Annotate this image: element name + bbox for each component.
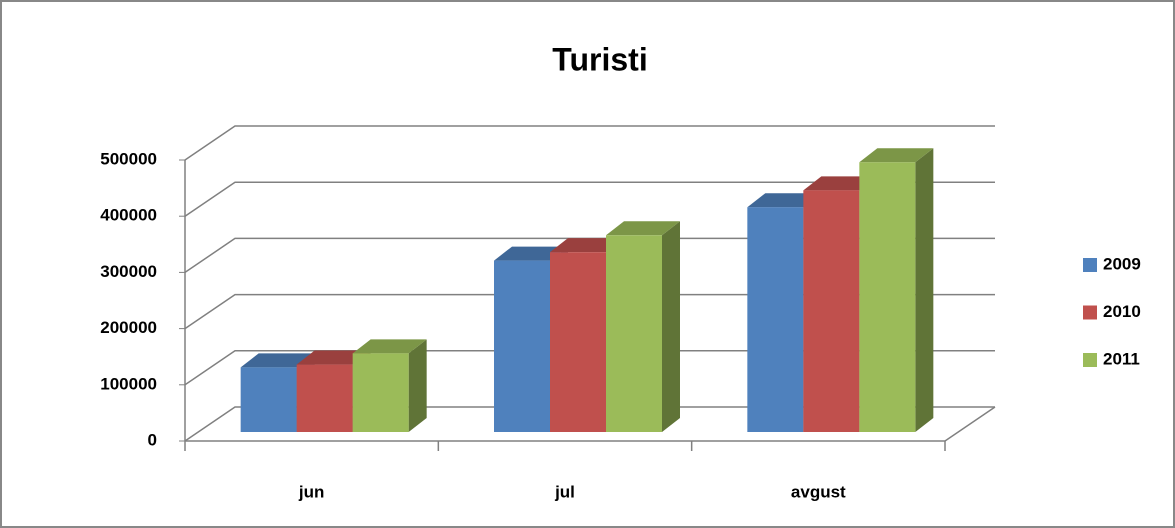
bar: [859, 162, 916, 433]
bar-top: [240, 353, 315, 368]
legend-label: 2011: [1103, 349, 1140, 368]
bar: [240, 367, 297, 432]
legend-swatch: [1083, 258, 1097, 272]
x-tick-label: avgust: [791, 482, 846, 501]
bar: [606, 235, 662, 432]
legend-label: 2010: [1103, 302, 1141, 321]
grid-line: [184, 125, 995, 161]
grid-line: [184, 293, 995, 330]
y-tick-label: 100000: [100, 374, 157, 393]
bar: [494, 260, 550, 432]
bar-side: [662, 221, 680, 432]
y-tick-label: 500000: [100, 149, 157, 168]
bar: [803, 190, 860, 432]
bar-side: [915, 148, 934, 433]
bar-top: [803, 176, 878, 191]
bar-top: [494, 246, 568, 261]
bar-top: [859, 148, 934, 163]
bar-top: [606, 221, 680, 236]
y-tick-label: 0: [148, 430, 157, 449]
legend-swatch: [1083, 353, 1097, 367]
legend-swatch: [1083, 305, 1097, 320]
bar-top: [550, 238, 624, 253]
bar-top: [747, 193, 822, 208]
y-tick-label: 400000: [100, 206, 157, 225]
bar-side: [408, 339, 427, 432]
grid-line: [184, 350, 995, 386]
bar: [550, 252, 606, 432]
legend-label: 2009: [1103, 254, 1141, 273]
y-tick-label: 200000: [100, 318, 157, 337]
bar-top: [352, 339, 427, 354]
y-tick-label: 300000: [100, 262, 157, 281]
x-tick-label: jul: [554, 482, 575, 501]
bar: [296, 364, 353, 432]
bar: [352, 353, 409, 432]
chart-title: Turisti: [552, 41, 647, 77]
grid-line: [184, 181, 995, 217]
grid-line: [184, 237, 995, 274]
grid-line: [184, 406, 995, 442]
bar-top: [296, 350, 371, 365]
bar: [747, 207, 804, 432]
x-tick-label: jun: [298, 482, 325, 501]
